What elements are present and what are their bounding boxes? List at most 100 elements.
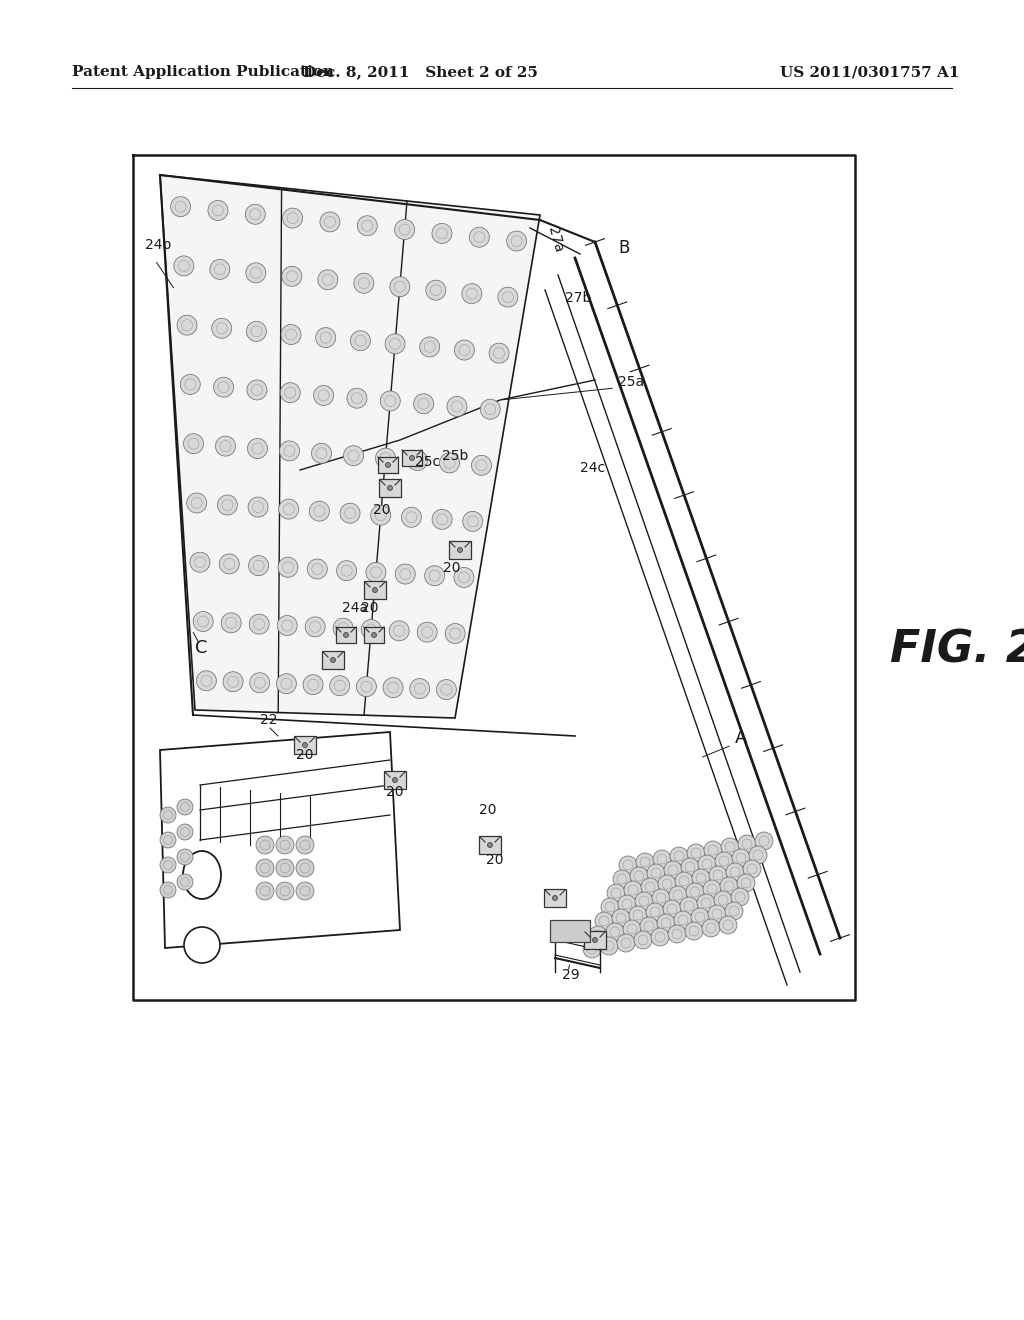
Circle shape — [458, 548, 463, 553]
Circle shape — [731, 888, 749, 906]
Circle shape — [714, 891, 732, 909]
FancyBboxPatch shape — [544, 888, 566, 907]
Text: Dec. 8, 2011   Sheet 2 of 25: Dec. 8, 2011 Sheet 2 of 25 — [302, 65, 538, 79]
Circle shape — [623, 920, 641, 939]
Circle shape — [462, 284, 482, 304]
Circle shape — [634, 931, 652, 949]
Circle shape — [256, 836, 274, 854]
Circle shape — [732, 849, 750, 867]
Circle shape — [223, 672, 243, 692]
Circle shape — [282, 267, 302, 286]
FancyBboxPatch shape — [379, 479, 401, 498]
Text: 20: 20 — [486, 853, 504, 867]
Text: FIG. 2: FIG. 2 — [890, 628, 1024, 672]
Circle shape — [647, 865, 665, 882]
Circle shape — [281, 383, 300, 403]
Text: 25c: 25c — [415, 455, 440, 469]
Circle shape — [221, 612, 242, 632]
Text: 27b: 27b — [565, 290, 592, 305]
Circle shape — [702, 919, 720, 937]
Circle shape — [247, 380, 267, 400]
Circle shape — [309, 502, 330, 521]
Circle shape — [589, 927, 607, 944]
Circle shape — [307, 558, 328, 579]
Polygon shape — [160, 176, 540, 718]
Circle shape — [389, 620, 410, 640]
Circle shape — [305, 616, 326, 636]
Text: 25b: 25b — [442, 449, 468, 463]
FancyBboxPatch shape — [550, 920, 590, 942]
Circle shape — [281, 325, 301, 345]
Circle shape — [214, 378, 233, 397]
Circle shape — [681, 858, 699, 876]
Circle shape — [401, 507, 422, 527]
Circle shape — [607, 884, 625, 902]
Circle shape — [708, 906, 726, 923]
Circle shape — [248, 498, 268, 517]
Text: US 2011/0301757 A1: US 2011/0301757 A1 — [780, 65, 961, 79]
Circle shape — [720, 876, 738, 895]
Circle shape — [278, 557, 298, 577]
Circle shape — [380, 391, 400, 411]
Circle shape — [189, 552, 210, 573]
Circle shape — [715, 851, 733, 870]
Circle shape — [160, 882, 176, 898]
Circle shape — [698, 855, 716, 873]
Circle shape — [356, 677, 377, 697]
Text: 20: 20 — [296, 748, 313, 762]
Circle shape — [177, 849, 193, 865]
Circle shape — [280, 441, 299, 461]
Circle shape — [248, 438, 267, 458]
Text: Patent Application Publication: Patent Application Publication — [72, 65, 334, 79]
Text: 27a: 27a — [545, 226, 565, 255]
Circle shape — [636, 853, 654, 871]
Text: 25a: 25a — [618, 375, 644, 389]
Circle shape — [432, 510, 452, 529]
Circle shape — [469, 227, 489, 247]
Text: 22: 22 — [260, 713, 278, 727]
Circle shape — [343, 446, 364, 466]
FancyBboxPatch shape — [479, 836, 501, 854]
Circle shape — [686, 883, 705, 902]
Circle shape — [390, 277, 410, 297]
Circle shape — [372, 632, 377, 638]
Circle shape — [680, 898, 698, 915]
Circle shape — [595, 912, 613, 931]
Circle shape — [463, 511, 482, 532]
Circle shape — [296, 882, 314, 900]
Circle shape — [279, 499, 299, 519]
Circle shape — [350, 331, 371, 351]
Circle shape — [658, 875, 676, 894]
Circle shape — [445, 623, 465, 644]
Circle shape — [376, 447, 395, 469]
Circle shape — [738, 836, 756, 853]
Circle shape — [635, 892, 653, 909]
Circle shape — [439, 453, 460, 473]
Circle shape — [177, 799, 193, 814]
FancyBboxPatch shape — [294, 737, 316, 754]
Circle shape — [489, 343, 509, 363]
FancyBboxPatch shape — [336, 627, 356, 643]
Circle shape — [719, 916, 737, 935]
FancyBboxPatch shape — [402, 450, 422, 466]
FancyBboxPatch shape — [384, 771, 406, 789]
Ellipse shape — [183, 851, 221, 899]
Circle shape — [315, 327, 336, 347]
FancyBboxPatch shape — [449, 541, 471, 558]
Circle shape — [455, 341, 474, 360]
Text: 24c: 24c — [580, 461, 605, 475]
Circle shape — [177, 874, 193, 890]
Circle shape — [194, 611, 213, 631]
Circle shape — [303, 675, 323, 694]
Circle shape — [177, 824, 193, 840]
Circle shape — [319, 213, 340, 232]
Circle shape — [612, 909, 630, 927]
Circle shape — [296, 859, 314, 876]
Circle shape — [410, 455, 415, 461]
Circle shape — [553, 895, 557, 900]
Circle shape — [725, 902, 743, 920]
Circle shape — [278, 615, 297, 635]
Circle shape — [256, 882, 274, 900]
Circle shape — [414, 393, 433, 413]
Circle shape — [420, 337, 439, 356]
